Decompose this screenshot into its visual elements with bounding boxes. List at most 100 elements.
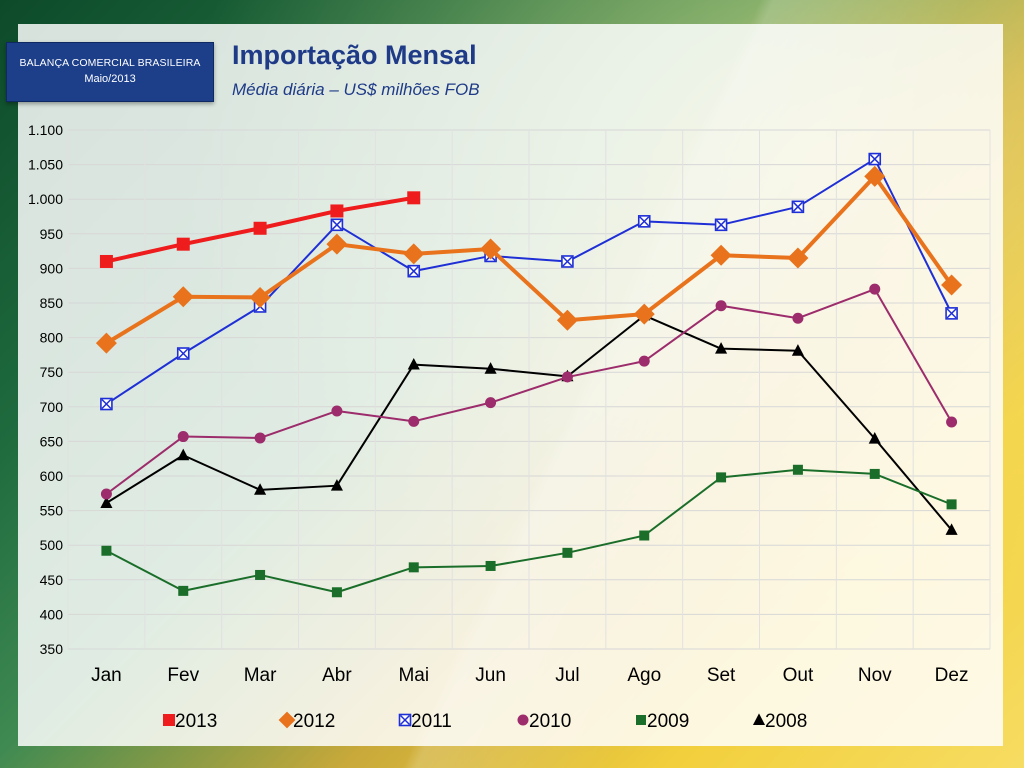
data-point-2012 — [787, 247, 809, 269]
data-point-2013 — [253, 221, 267, 235]
data-point-2011 — [791, 200, 805, 214]
data-point-2010 — [254, 432, 266, 444]
data-point-2010 — [561, 371, 573, 383]
y-tick-label: 500 — [40, 537, 64, 553]
series-2012 — [95, 165, 963, 354]
legend-label: 2012 — [293, 711, 335, 732]
legend-item-2013: 2013 — [163, 711, 217, 732]
legend-item-2009: 2009 — [636, 711, 689, 732]
data-point-2012 — [403, 243, 425, 265]
data-point-2012 — [95, 332, 117, 354]
data-point-2010 — [177, 431, 189, 443]
series-2013 — [99, 191, 421, 268]
y-tick-label: 450 — [40, 572, 64, 588]
data-point-2013 — [407, 191, 421, 205]
marker-cross — [408, 266, 419, 277]
data-point-2008 — [868, 432, 881, 444]
x-tick-label: Jun — [475, 665, 506, 686]
data-point-2011 — [330, 218, 344, 232]
legend-item-2012: 2012 — [278, 711, 335, 732]
data-point-2013 — [99, 254, 113, 268]
legend-label: 2010 — [529, 711, 571, 732]
legend-label: 2008 — [765, 711, 807, 732]
data-point-2012 — [941, 274, 963, 296]
series-line-2012 — [105, 174, 954, 345]
legend-marker — [636, 715, 646, 725]
x-tick-label: Out — [783, 665, 814, 686]
marker-cross — [562, 256, 573, 267]
data-point-2008 — [715, 342, 728, 354]
chart-subtitle: Média diária – US$ milhões FOB — [232, 80, 480, 99]
marker-cross — [792, 201, 803, 212]
y-tick-label: 850 — [40, 295, 64, 311]
data-point-2012 — [480, 238, 502, 260]
y-tick-label: 550 — [40, 503, 64, 519]
data-point-2008 — [177, 448, 190, 461]
data-point-2012 — [633, 303, 655, 325]
data-point-2012 — [556, 309, 578, 331]
data-point-2011 — [100, 397, 113, 411]
x-tick-label: Dez — [935, 665, 969, 686]
data-point-2012 — [710, 244, 732, 266]
legend-marker — [398, 713, 412, 727]
data-point-2010 — [638, 355, 650, 367]
data-point-2008 — [484, 362, 497, 374]
data-point-2010 — [408, 415, 420, 427]
x-tick-label: Nov — [858, 665, 892, 686]
badge-title: BALANÇA COMERCIAL BRASILEIRA — [19, 57, 201, 69]
y-tick-label: 350 — [40, 641, 64, 657]
grid-lines — [67, 129, 991, 650]
data-point-2011 — [407, 264, 421, 278]
y-axis-tick-labels: 350 400 450 500 550 600 650 700 750 800 850 900 950 1… — [28, 122, 63, 657]
series-2010 — [100, 283, 958, 500]
y-tick-label: 800 — [40, 330, 64, 346]
legend-label: 2011 — [411, 711, 452, 732]
series-line-2008 — [105, 314, 953, 531]
data-point-2009 — [639, 530, 650, 541]
data-point-2010 — [792, 312, 804, 324]
series-2009 — [101, 464, 957, 598]
data-point-2009 — [716, 472, 727, 483]
data-point-2012 — [249, 286, 271, 308]
marker-cross — [101, 399, 112, 410]
data-point-2011 — [714, 218, 728, 232]
x-tick-label: Mai — [398, 665, 429, 686]
legend-label: 2009 — [647, 711, 689, 732]
data-point-2008 — [407, 357, 420, 370]
data-point-2009 — [946, 499, 957, 510]
data-point-2009 — [869, 468, 880, 479]
data-point-2010 — [946, 416, 958, 428]
y-tick-label: 1.050 — [28, 157, 63, 173]
data-point-2009 — [562, 547, 573, 558]
data-point-2010 — [331, 405, 343, 417]
marker-cross — [399, 714, 411, 726]
legend-marker — [163, 714, 175, 726]
data-point-2011 — [868, 152, 882, 166]
chart-panel — [18, 24, 1003, 746]
marker-cross — [178, 348, 189, 359]
data-point-2010 — [869, 283, 881, 295]
x-tick-label: Ago — [627, 665, 661, 686]
y-tick-label: 900 — [40, 260, 64, 276]
x-tick-label: Fev — [167, 665, 199, 686]
data-point-2012 — [172, 286, 194, 308]
x-tick-label: Abr — [322, 665, 352, 686]
legend-item-2011: 2011 — [398, 711, 452, 732]
data-point-2013 — [330, 204, 344, 218]
data-point-2009 — [178, 585, 189, 596]
series-2008 — [100, 308, 958, 535]
marker-cross — [946, 308, 957, 319]
x-tick-label: Jul — [555, 665, 579, 686]
x-tick-label: Jan — [91, 665, 122, 686]
legend-marker — [278, 711, 296, 729]
data-point-2009 — [101, 545, 112, 556]
data-point-2008 — [791, 344, 804, 356]
legend-label: 2013 — [175, 711, 217, 732]
y-tick-label: 600 — [40, 468, 64, 484]
marker-cross — [639, 216, 650, 227]
data-point-2009 — [408, 562, 419, 573]
series-line-2011 — [105, 158, 953, 405]
data-point-2008 — [945, 523, 958, 535]
data-point-2009 — [255, 569, 266, 580]
x-axis-tick-labels: Jan Fev Mar Abr Mai Jun Jul Ago Set Out Nov Dez — [91, 665, 968, 686]
